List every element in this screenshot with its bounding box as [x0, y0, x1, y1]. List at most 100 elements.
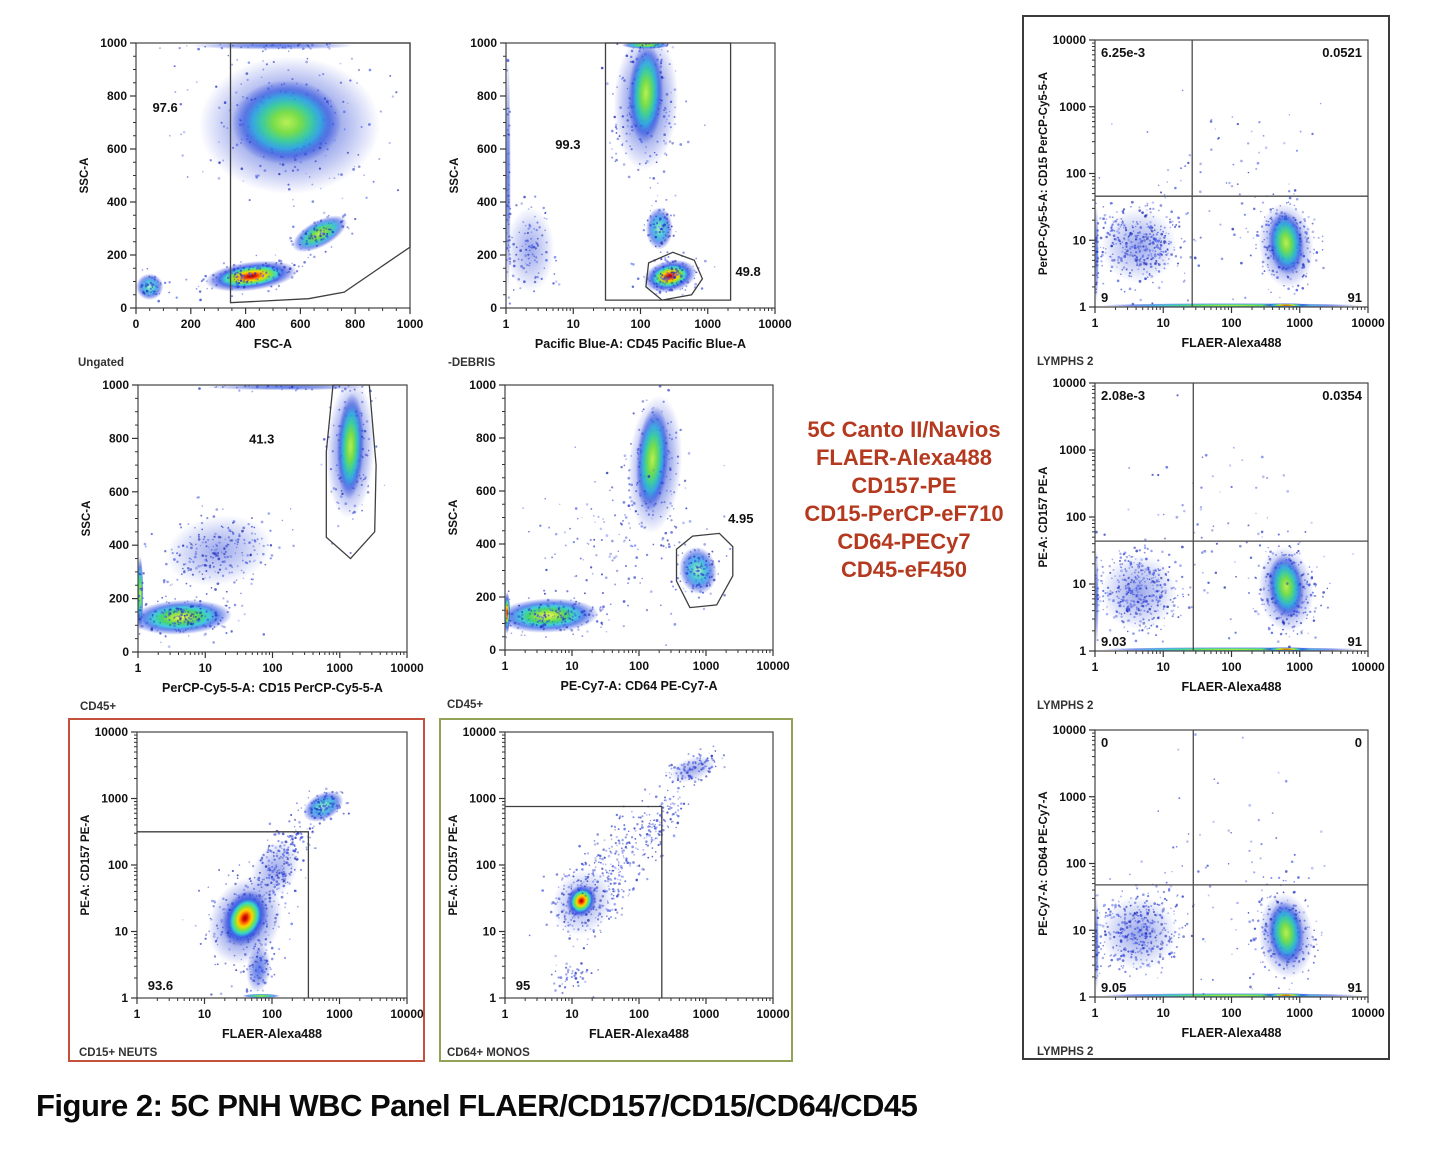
x-axis-label: FLAER-Alexa488: [1181, 680, 1281, 694]
x-tick-label: 10000: [390, 1007, 424, 1021]
y-tick-label: 10: [115, 925, 129, 939]
quadrant-stat-ul: 6.25e-3: [1101, 45, 1145, 60]
x-tick-label: 800: [345, 317, 365, 331]
gate-outline: [137, 831, 310, 998]
quadrant-stat-ul: 2.08e-3: [1101, 388, 1145, 403]
y-tick-label: 100: [108, 858, 128, 872]
plot-subtitle: CD15+ NEUTS: [79, 1047, 158, 1059]
lymphs2-cd15-flaer-plot: 1 10 100 1000 10000 1 10 100 1000 10000 6.25e-3 0.0…: [1037, 33, 1385, 368]
x-tick-label: 100: [1221, 660, 1241, 674]
y-tick-label: 100: [1066, 510, 1086, 524]
plot-subtitle: CD45+: [447, 699, 483, 711]
gate-outline: [645, 251, 704, 301]
monos-flaer-cd157-plot: 1 10 100 1000 10000 1 10 100 1000 10000 95 FLAER-Al…: [447, 725, 790, 1059]
x-tick-label: 100: [629, 1007, 649, 1021]
x-tick-label: 1: [1092, 660, 1099, 674]
x-tick-label: 10: [565, 1007, 579, 1021]
x-axis-label: FLAER-Alexa488: [589, 1027, 689, 1041]
x-tick-label: 100: [262, 661, 282, 675]
y-tick-label: 10000: [1053, 33, 1087, 47]
y-tick-label: 10: [483, 925, 497, 939]
annotation-line: CD64-PECy7: [837, 529, 971, 554]
lymphs-group-box: [1022, 15, 1390, 1060]
gate-outline: [325, 384, 377, 560]
y-tick-label: 1000: [1059, 443, 1086, 457]
y-tick-label: 1000: [1059, 790, 1086, 804]
y-axis-label: SSC-A: [449, 158, 461, 194]
y-tick-label: 600: [109, 485, 129, 499]
y-tick-label: 200: [107, 248, 127, 262]
x-tick-label: 10000: [390, 661, 424, 675]
y-tick-label: 400: [107, 195, 127, 209]
x-tick-label: 1: [134, 1007, 141, 1021]
x-tick-label: 1000: [1286, 1006, 1313, 1020]
density-layer: [506, 43, 716, 305]
quadrant-stat-ur: 0: [1355, 735, 1362, 750]
y-tick-label: 1000: [101, 792, 128, 806]
density-layer: [138, 385, 386, 649]
cd45pos-cd64-ssc-plot: 1 10 100 1000 10000 0 200 400 600 800 1000 4.95 PE-C…: [447, 378, 790, 711]
y-axis-label: SSC-A: [448, 500, 460, 536]
gate-label: 97.6: [152, 100, 177, 115]
x-tick-label: 10: [199, 661, 213, 675]
quadrant-stat-ul: 0: [1101, 735, 1108, 750]
y-axis-label: SSC-A: [79, 158, 91, 194]
plot-subtitle: LYMPHS 2: [1037, 356, 1093, 368]
annotation-line: CD45-eF450: [841, 557, 967, 582]
y-tick-label: 0: [489, 643, 496, 657]
y-tick-label: 10000: [1053, 723, 1087, 737]
y-tick-label: 600: [107, 142, 127, 156]
y-tick-label: 1000: [100, 36, 127, 50]
x-axis-label: PerCP-Cy5-5-A: CD15 PerCP-Cy5-5-A: [162, 681, 383, 695]
gate-label: 41.3: [249, 432, 274, 447]
y-tick-label: 0: [490, 301, 497, 315]
y-tick-label: 800: [477, 89, 497, 103]
x-axis-label: FLAER-Alexa488: [1181, 336, 1281, 350]
plot-subtitle: CD45+: [80, 701, 116, 713]
x-tick-label: 1: [502, 659, 509, 673]
y-tick-label: 100: [1066, 857, 1086, 871]
gate-outline: [604, 42, 732, 301]
gate-label: 93.6: [148, 978, 173, 993]
x-axis-label: Pacific Blue-A: CD45 Pacific Blue-A: [535, 337, 746, 351]
x-tick-label: 10: [1157, 1006, 1171, 1020]
y-axis-label: SSC-A: [81, 501, 93, 537]
ungated-fsc-ssc-plot: 0 200 400 600 800 1000 0 200 400 600 800 1000 97.6 FS…: [78, 36, 424, 369]
x-tick-label: 200: [181, 317, 201, 331]
y-tick-label: 1000: [470, 36, 497, 50]
x-tick-label: 1000: [693, 1007, 720, 1021]
y-tick-label: 10000: [95, 725, 129, 739]
gate-outline: [229, 42, 411, 304]
x-tick-label: 10000: [1351, 316, 1385, 330]
quadrant-stat-ll: 9.03: [1101, 634, 1126, 649]
y-tick-label: 1: [1079, 990, 1086, 1004]
density-layer: [1095, 394, 1363, 651]
monos-panel-border: [439, 718, 793, 1062]
x-tick-label: 10000: [758, 317, 792, 331]
x-tick-label: 1: [503, 317, 510, 331]
x-axis-label: FSC-A: [254, 337, 292, 351]
annotation-line: CD157-PE: [851, 473, 957, 498]
y-axis-label: PE-A: CD157 PE-A: [448, 815, 460, 916]
x-tick-label: 10: [1157, 316, 1171, 330]
x-tick-label: 1000: [694, 317, 721, 331]
x-tick-label: 100: [1221, 316, 1241, 330]
annotation-line: FLAER-Alexa488: [815, 445, 993, 470]
y-axis-label: PE-Cy7-A: CD64 PE-Cy7-A: [1038, 791, 1050, 935]
y-tick-label: 10: [1073, 577, 1087, 591]
cd45pos-cd15-ssc-plot: 1 10 100 1000 10000 0 200 400 600 800 1000 41.3 PerC…: [80, 378, 424, 713]
panel-annotation: 5C Canto II/Navios FLAER-Alexa488 CD157-…: [786, 416, 1022, 584]
density-layer: [1095, 89, 1363, 307]
gate-label: 4.95: [728, 511, 753, 526]
y-tick-label: 1000: [1059, 100, 1086, 114]
plot-subtitle: LYMPHS 2: [1037, 700, 1093, 712]
figure-caption: Figure 2: 5C PNH WBC Panel FLAER/CD157/C…: [36, 1088, 918, 1123]
y-tick-label: 1000: [469, 378, 496, 392]
x-axis-label: PE-Cy7-A: CD64 PE-Cy7-A: [561, 679, 718, 693]
density-layer: [182, 787, 350, 998]
x-tick-label: 100: [630, 317, 650, 331]
y-tick-label: 600: [477, 142, 497, 156]
y-tick-label: 1: [489, 991, 496, 1005]
y-tick-label: 10000: [1053, 376, 1087, 390]
